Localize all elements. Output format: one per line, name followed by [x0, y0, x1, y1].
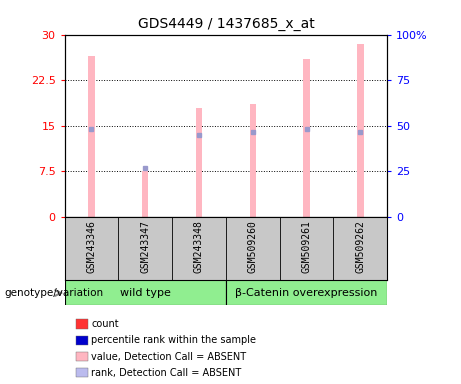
Text: GSM243347: GSM243347 [140, 220, 150, 273]
Bar [142, 171, 148, 217]
Text: value, Detection Call = ABSENT: value, Detection Call = ABSENT [91, 351, 246, 362]
Bar [88, 56, 95, 217]
Bar [196, 108, 202, 217]
Bar [65, 280, 226, 305]
Text: GSM243348: GSM243348 [194, 220, 204, 273]
Bar [226, 280, 387, 305]
Text: GSM509260: GSM509260 [248, 220, 258, 273]
Bar [357, 44, 364, 217]
Title: GDS4449 / 1437685_x_at: GDS4449 / 1437685_x_at [137, 17, 314, 31]
Text: β-Catenin overexpression: β-Catenin overexpression [236, 288, 378, 298]
Text: GSM509261: GSM509261 [301, 220, 312, 273]
Text: wild type: wild type [120, 288, 171, 298]
Text: GSM509262: GSM509262 [355, 220, 366, 273]
Text: rank, Detection Call = ABSENT: rank, Detection Call = ABSENT [91, 367, 242, 378]
Text: percentile rank within the sample: percentile rank within the sample [91, 335, 256, 346]
Bar [303, 59, 310, 217]
Bar [249, 104, 256, 217]
Text: genotype/variation: genotype/variation [5, 288, 104, 298]
Text: count: count [91, 319, 119, 329]
Text: GSM243346: GSM243346 [86, 220, 96, 273]
